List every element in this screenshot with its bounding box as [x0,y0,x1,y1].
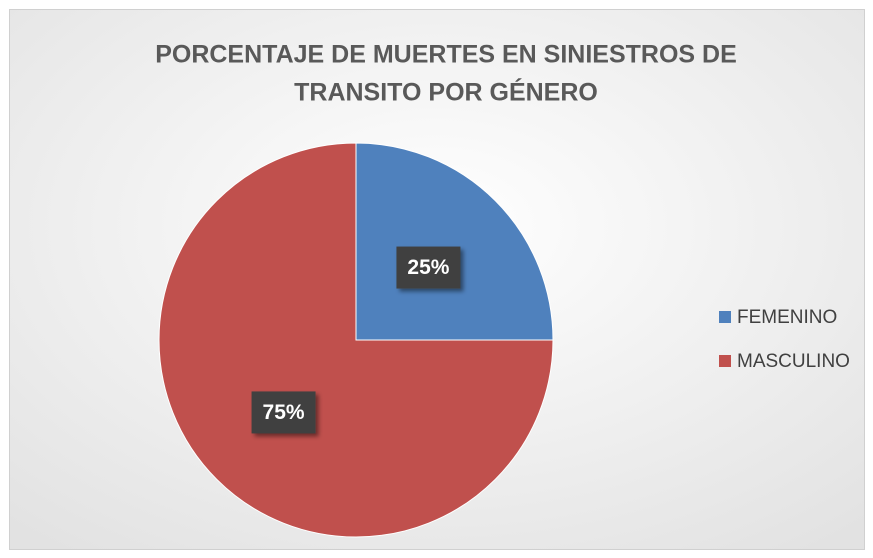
data-label-box [396,246,461,289]
chart-title: TRANSITO POR GÉNERO [294,78,598,107]
data-label: 75% [263,401,305,424]
data-label: 25% [407,256,449,279]
legend-swatch [719,355,731,367]
data-label-box [251,391,316,434]
legend-label: MASCULINO [737,351,850,372]
legend-label: FEMENINO [737,307,837,328]
legend-swatch [719,311,731,323]
pie-slice [355,142,554,341]
pie-slice [158,142,554,538]
chart-title: PORCENTAJE DE MUERTES EN SINIESTROS DE [155,41,737,69]
